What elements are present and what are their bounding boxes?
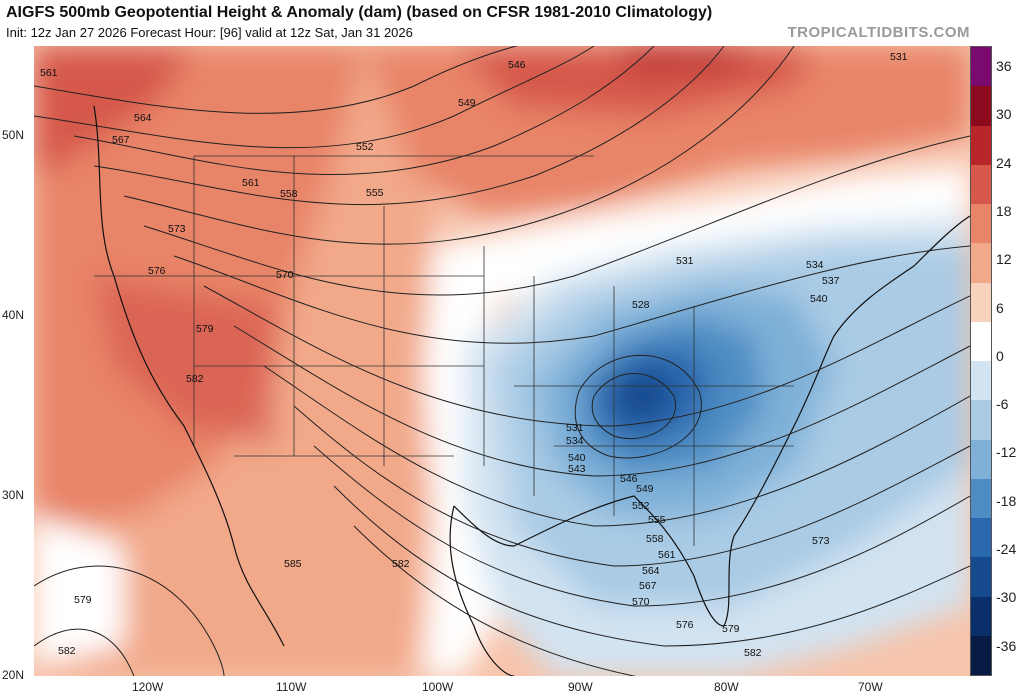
map-title: AIGFS 500mb Geopotential Height & Anomal… [6,4,713,21]
colorbar-label: -24 [996,541,1017,557]
lon-label: 120W [132,680,164,694]
contour-label: 540 [810,293,828,305]
lon-label: 100W [422,680,454,694]
contour-label: 582 [744,647,762,659]
contour-label: 549 [458,97,476,109]
contour-label: 582 [186,373,204,385]
contour-label: 576 [676,619,694,631]
colorbar-label: 18 [996,202,1012,219]
anomaly-shading [34,46,970,676]
colorbar-label: -12 [996,444,1017,461]
colorbar-swatch [971,164,991,204]
contour-label: 555 [648,514,666,526]
state-borders [94,155,794,546]
colorbar-swatch [971,361,991,401]
contour-label: 531 [676,255,694,267]
colorbar-label: -18 [996,492,1017,509]
contour-label: 570 [276,269,294,281]
contour-label: 555 [366,187,384,199]
contour-label: 552 [632,500,650,512]
map-panel[interactable]: 546 531 561 564 567 549 552 561 558 555 … [34,46,970,676]
contour-label: 567 [639,580,657,592]
colorbar-swatch [971,321,991,361]
colorbar-swatch [971,596,991,636]
contour-label: 546 [620,473,638,485]
colorbar-swatch [971,557,991,597]
contour-label: 573 [168,223,186,235]
contour-label: 543 [568,463,586,475]
lon-label: 90W [568,680,593,694]
colorbar-label: 36 [996,58,1012,74]
contour-label: 537 [822,275,840,287]
contour-label: 558 [280,188,298,200]
colorbar-label: 24 [996,154,1012,171]
lat-label: 50N [2,128,25,142]
contour-label: 528 [632,299,650,311]
contour-label: 564 [134,112,152,124]
contour-labels: 546 531 561 564 567 549 552 561 558 555 … [40,51,908,659]
colorbar-swatch [971,125,991,165]
contour-label: 561 [242,177,260,189]
contour-label: 558 [646,533,664,545]
colorbar-swatch [971,243,991,283]
contour-label: 579 [722,623,740,635]
contour-label: 552 [356,141,374,153]
contour-label: 585 [284,558,302,570]
colorbar-swatch [971,400,991,440]
contour-label: 573 [812,535,830,547]
anomaly-map: 546 531 561 564 567 549 552 561 558 555 … [34,46,970,676]
coastlines [93,105,970,676]
lat-label: 30N [2,488,25,502]
map-subtitle: Init: 12z Jan 27 2026 Forecast Hour: [96… [6,25,413,40]
colorbar-swatch [971,47,991,87]
colorbar-label: 12 [996,251,1012,268]
contour-label: 534 [806,259,824,271]
contour-label: 534 [566,435,584,447]
colorbar-label: 30 [996,106,1012,123]
contour-label: 561 [658,549,676,561]
contour-label: 531 [566,422,584,434]
brand-watermark[interactable]: TROPICALTIDBITS.COM [787,24,970,41]
contour-label: 540 [568,452,586,464]
lat-label: 40N [2,308,25,322]
colorbar-swatch [971,518,991,558]
height-contours [34,46,970,676]
colorbar-swatch [971,86,991,126]
colorbar-label: 6 [996,299,1004,316]
contour-label: 561 [40,67,58,79]
colorbar-label: 0 [996,347,1004,364]
contour-label: 570 [632,596,650,608]
colorbar-swatch [971,282,991,322]
contour-label: 546 [508,59,526,71]
lon-label: 70W [858,680,883,694]
contour-label: 549 [636,483,654,495]
contour-label: 582 [392,558,410,570]
lon-label: 80W [714,680,739,694]
colorbar-swatch [971,439,991,479]
contour-label: 567 [112,134,130,146]
contour-label: 579 [74,594,92,606]
contour-label: 576 [148,265,166,277]
contour-label: 564 [642,565,660,577]
contour-label: 582 [58,645,76,657]
colorbar-swatch [971,478,991,518]
contour-label: 579 [196,323,214,335]
colorbar-label: -30 [996,589,1017,606]
anomaly-colorbar [970,46,992,676]
colorbar-label: -36 [996,637,1017,654]
colorbar-swatch [971,635,991,675]
lat-label: 20N [2,668,25,682]
colorbar-label: -6 [996,396,1009,413]
lon-label: 110W [276,680,307,694]
contour-label: 531 [890,51,908,63]
colorbar-swatch [971,204,991,244]
